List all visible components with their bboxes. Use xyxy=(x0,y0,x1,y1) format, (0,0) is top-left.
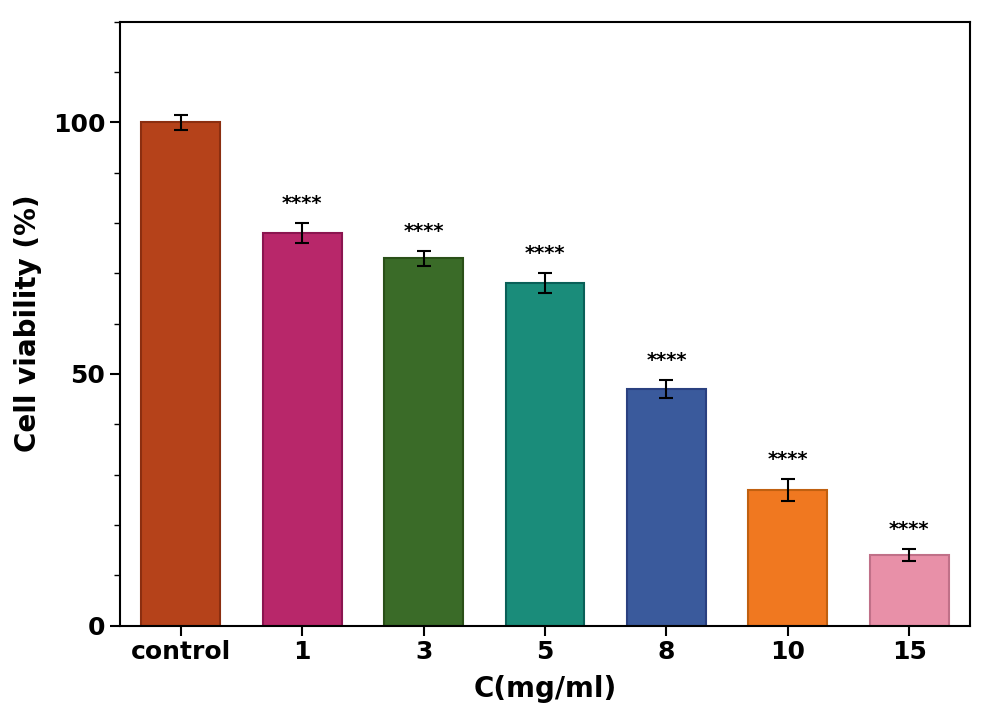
Bar xyxy=(506,283,584,626)
Text: ****: **** xyxy=(282,194,322,213)
X-axis label: C(mg/ml): C(mg/ml) xyxy=(473,675,617,703)
Bar xyxy=(141,122,220,626)
Text: ****: **** xyxy=(768,449,808,469)
Bar xyxy=(263,233,342,626)
Text: ****: **** xyxy=(646,351,687,370)
Bar xyxy=(627,389,706,626)
Bar xyxy=(384,258,463,626)
Bar xyxy=(748,490,827,626)
Text: ****: **** xyxy=(889,520,930,539)
Text: ****: **** xyxy=(403,221,444,241)
Y-axis label: Cell viability (%): Cell viability (%) xyxy=(14,195,42,452)
Bar xyxy=(870,555,949,626)
Text: ****: **** xyxy=(525,244,565,263)
